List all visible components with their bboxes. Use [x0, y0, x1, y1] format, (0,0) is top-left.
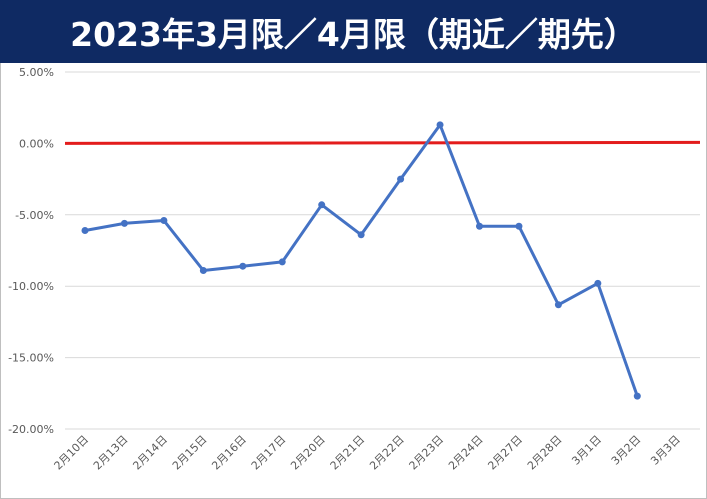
- y-tick-label: -5.00%: [15, 209, 54, 222]
- data-point: [476, 222, 483, 230]
- data-point: [633, 392, 641, 400]
- gridlines: [65, 71, 700, 430]
- x-tick-label: 2月21日: [328, 433, 368, 473]
- x-tick-label: 3月2日: [609, 433, 644, 468]
- data-point: [554, 301, 562, 309]
- x-axis-ticks: 2月10日 2月13日 2月14日 2月15日 2月16日 2月17日 2月20日 2月21日…: [52, 433, 683, 473]
- data-point: [239, 262, 247, 270]
- x-tick-label: 2月14日: [130, 433, 170, 473]
- x-tick-label: 2月16日: [209, 433, 249, 473]
- x-tick-label: 2月20日: [288, 433, 328, 473]
- x-tick-label: 2月27日: [485, 433, 525, 473]
- series: [81, 121, 641, 400]
- y-tick-label: -10.00%: [8, 280, 54, 293]
- x-tick-label: 2月23日: [407, 433, 447, 473]
- data-point: [160, 217, 168, 225]
- y-axis-ticks: 5.00% 0.00% -5.00% -10.00% -15.00% -20.00%: [8, 66, 54, 436]
- chart-title: 2023年3月限／4月限（期近／期先）: [70, 14, 637, 54]
- x-tick-label: 3月1日: [569, 433, 604, 468]
- y-tick-label: 0.00%: [19, 137, 54, 150]
- data-point: [199, 266, 207, 274]
- x-tick-label: 2月13日: [91, 433, 131, 473]
- y-tick-label: -20.00%: [8, 423, 54, 436]
- zero-line: [64, 140, 701, 145]
- x-tick-label: 2月17日: [249, 433, 289, 473]
- data-point: [397, 175, 405, 183]
- x-tick-label: 2月22日: [367, 433, 407, 473]
- y-tick-label: -15.00%: [8, 352, 54, 365]
- data-point: [515, 222, 523, 230]
- zero-reference-line: [64, 140, 701, 145]
- x-tick-label: 2月24日: [446, 433, 486, 473]
- data-point: [357, 231, 365, 239]
- data-point: [81, 227, 89, 235]
- x-tick-label: 2月15日: [170, 433, 210, 473]
- y-tick-label: 5.00%: [19, 66, 54, 79]
- data-point: [278, 258, 286, 266]
- series-line: [84, 123, 639, 397]
- x-tick-label: 2月10日: [52, 433, 92, 473]
- x-tick-label: 3月3日: [648, 433, 683, 468]
- data-point: [120, 219, 128, 227]
- data-point: [436, 121, 444, 129]
- title-bar: 2023年3月限／4月限（期近／期先）: [0, 0, 707, 63]
- data-point: [318, 201, 326, 209]
- data-point: [594, 279, 602, 287]
- x-tick-label: 2月28日: [525, 433, 565, 473]
